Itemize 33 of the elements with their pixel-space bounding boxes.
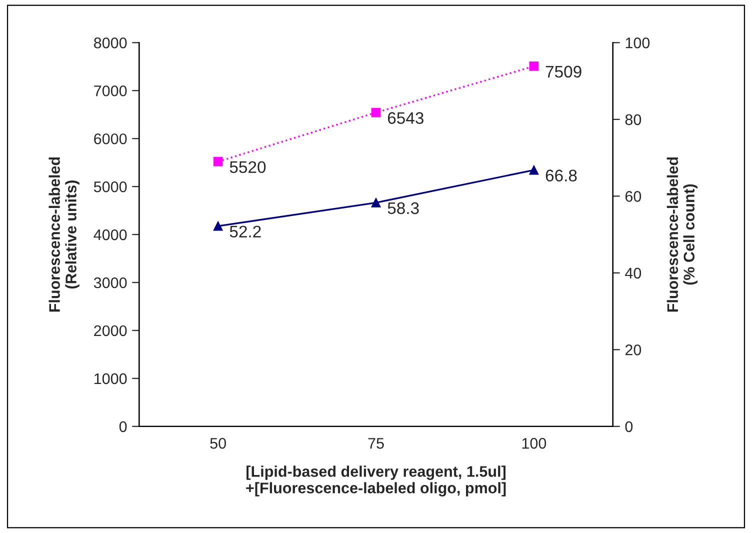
y-tick-label: 2000 xyxy=(94,325,127,336)
data-label: 52.2 xyxy=(230,226,261,238)
y2-tick-label: 0 xyxy=(625,421,633,432)
y2-tick-label: 60 xyxy=(625,191,642,202)
y-tick-label: 3000 xyxy=(94,277,127,288)
x-tick-label: 100 xyxy=(522,438,546,449)
y-tick-label: 4000 xyxy=(94,229,127,240)
y2-tick-label: 100 xyxy=(626,38,650,48)
y2-tick-label: 40 xyxy=(625,268,642,279)
data-label: 7509 xyxy=(546,66,582,78)
data-label: 58.3 xyxy=(388,202,419,214)
y-tick-label: 7000 xyxy=(94,85,127,96)
data-label: 66.8 xyxy=(546,170,577,182)
y-tick-label: 0 xyxy=(119,421,127,432)
y-tick-label: 1000 xyxy=(94,373,127,384)
data-label: 6543 xyxy=(388,112,424,124)
y-axis-title: Fluorescence-labeled (Relative units) xyxy=(48,157,80,312)
y2-tick-label: 80 xyxy=(625,114,642,126)
y2-axis-title: Fluorescence-labeled (% Cell count) xyxy=(666,157,698,312)
x-tick-label: 75 xyxy=(368,438,384,449)
y2-tick-label: 20 xyxy=(625,344,642,356)
point xyxy=(213,156,223,166)
x-tick-label: 50 xyxy=(210,438,226,449)
y-tick-label: 8000 xyxy=(94,38,127,48)
y-tick-label: 5000 xyxy=(94,181,127,192)
x-axis-title: [Lipid-based delivery reagent, 1.5ul] +[Fluorescence-labeled oligo, pmol] xyxy=(246,466,506,496)
point xyxy=(371,198,381,208)
data-label: 5520 xyxy=(230,161,266,174)
point xyxy=(371,108,381,118)
point xyxy=(529,165,539,175)
point xyxy=(213,221,223,231)
y-tick-label: 6000 xyxy=(94,133,127,144)
point xyxy=(529,62,539,71)
